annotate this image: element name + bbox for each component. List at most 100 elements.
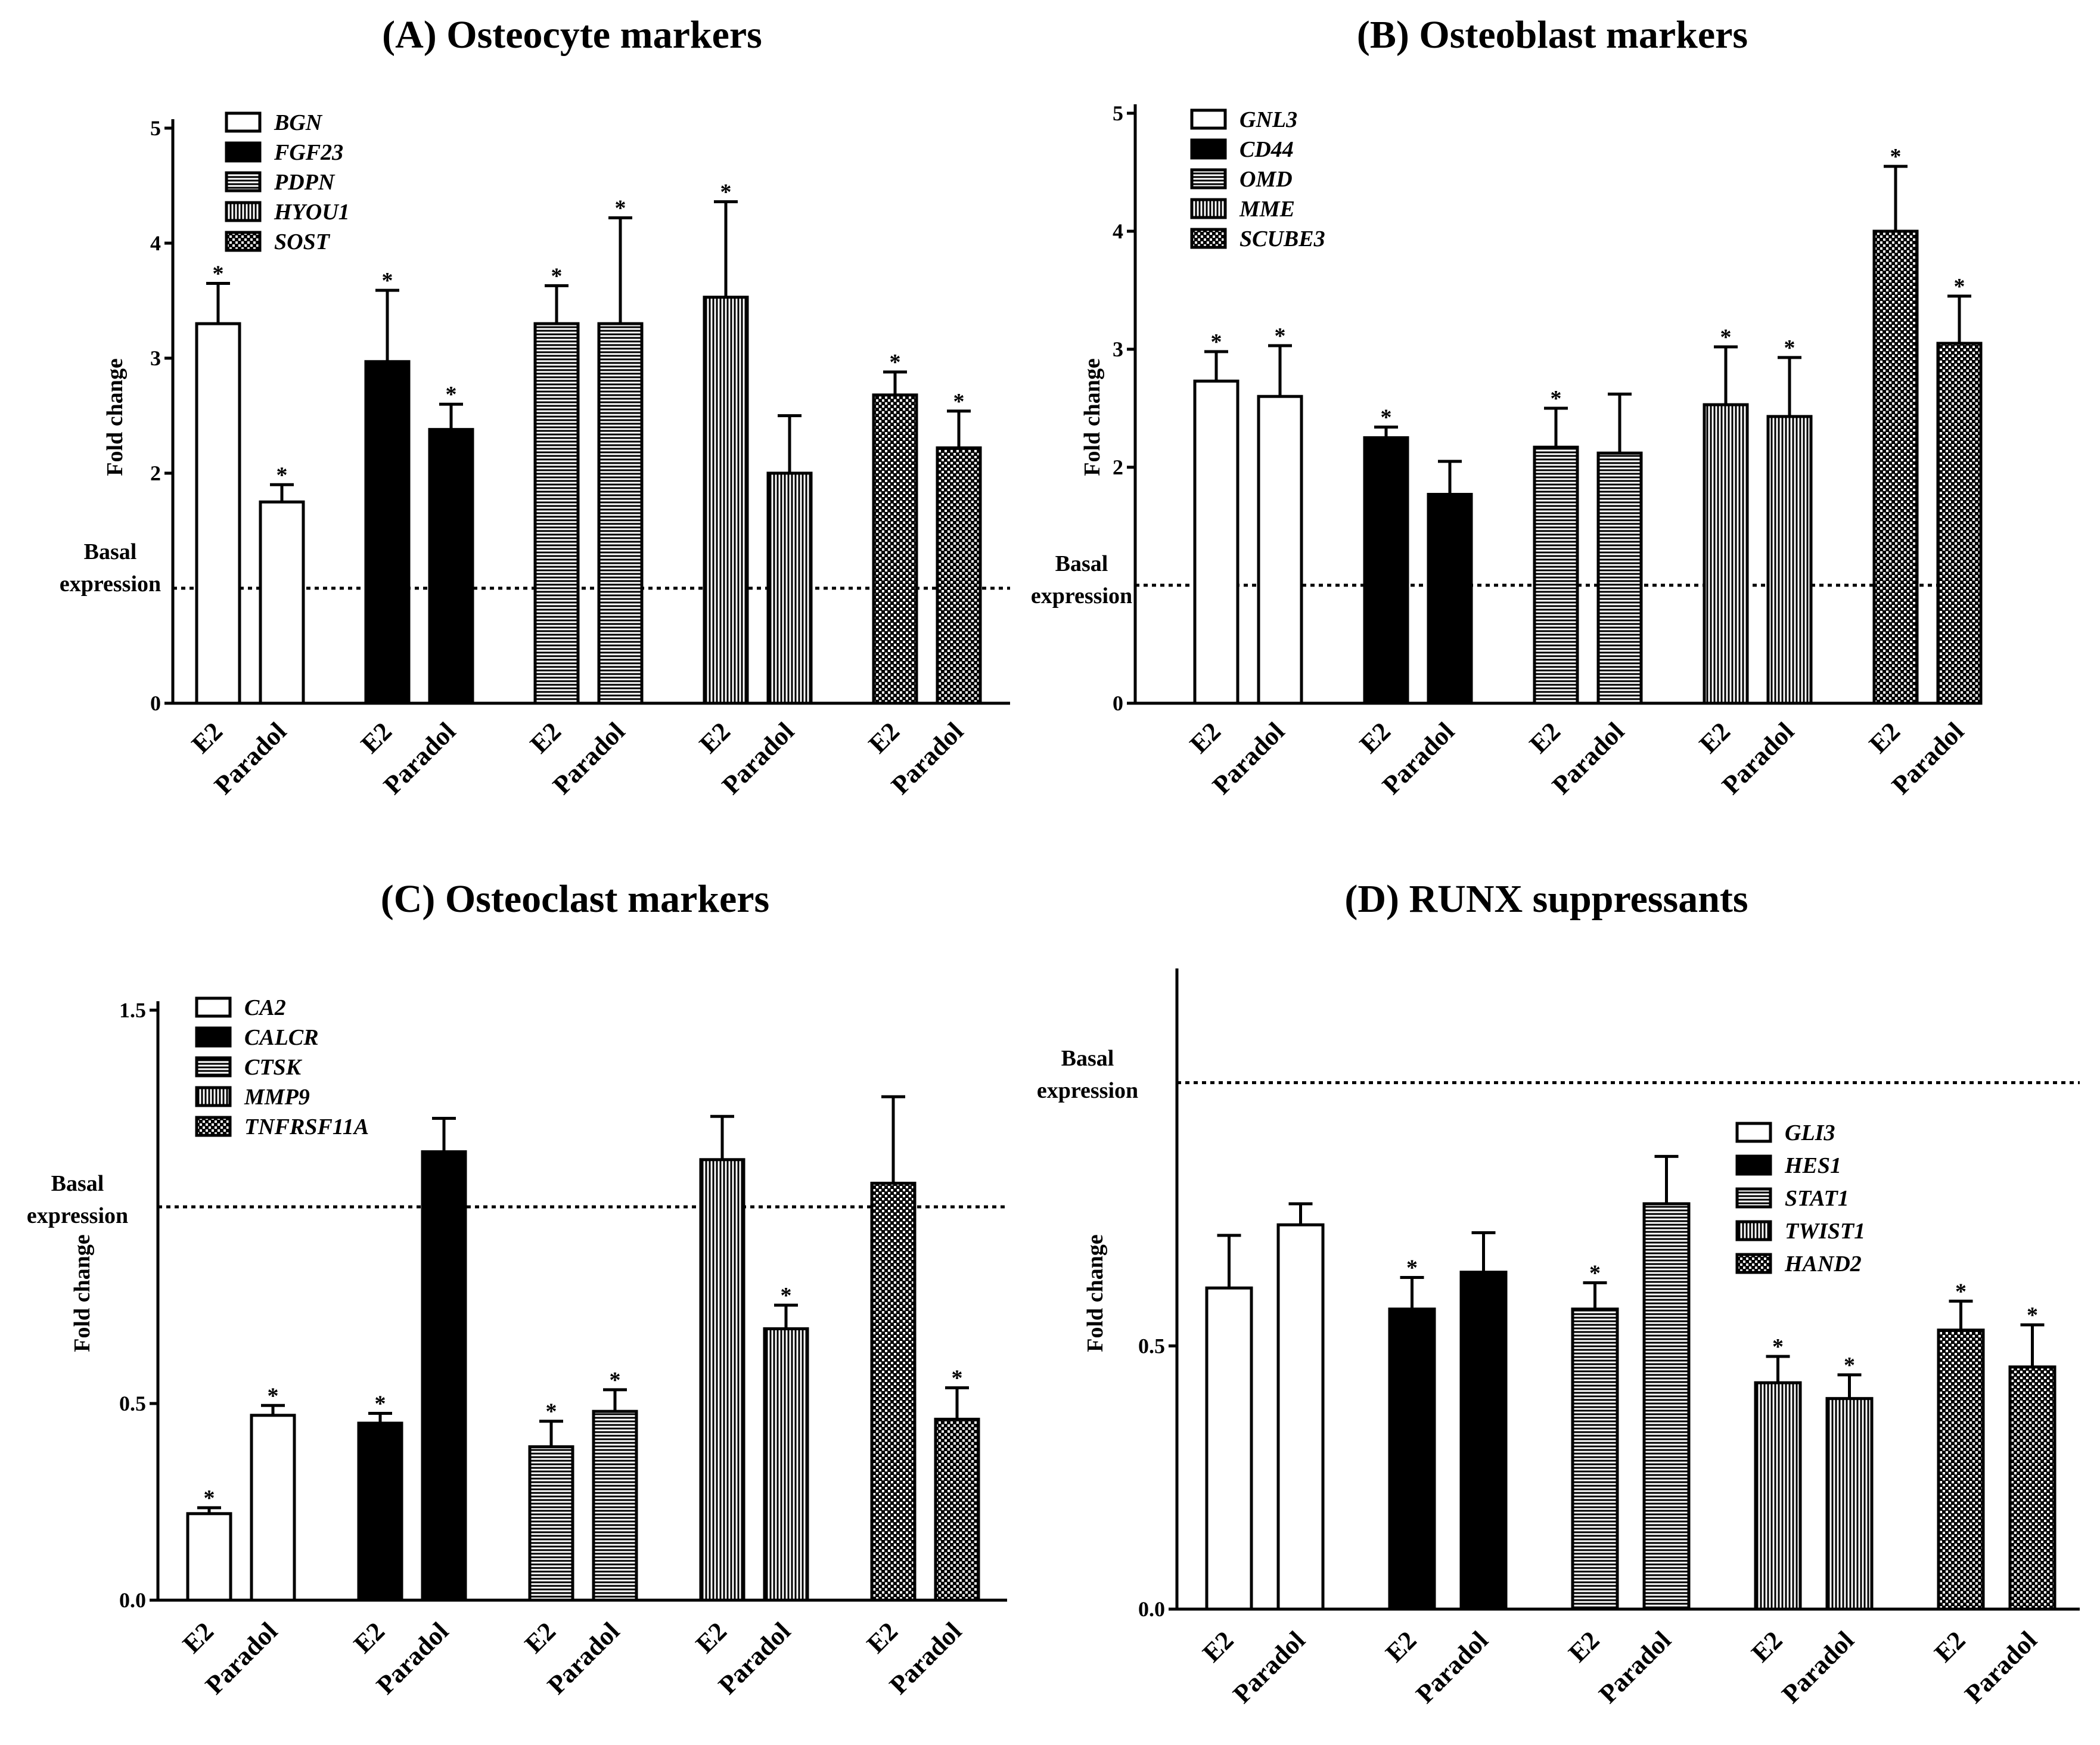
significance-star: * — [1275, 324, 1286, 349]
basal-label-line2: expression — [60, 572, 161, 597]
bar-cd44-paradol — [1427, 493, 1473, 705]
legend-swatch-hand2 — [1735, 1253, 1772, 1274]
legend-label-hes1: HES1 — [1784, 1153, 1841, 1178]
bar-mme-e2 — [1703, 403, 1749, 705]
y-tick-label: 2 — [150, 461, 161, 485]
legend-swatch-pdpn — [225, 171, 262, 192]
bar-calcr-paradol — [421, 1150, 467, 1602]
legend-label-ctsk: CTSK — [244, 1055, 303, 1080]
significance-star: * — [1551, 386, 1562, 411]
bar-hyou1-paradol — [766, 471, 813, 705]
x-tick-label: E2 — [186, 716, 228, 759]
significance-star: * — [213, 262, 224, 287]
basal-label-line1: Basal — [1055, 551, 1108, 576]
y-tick-label: 0.0 — [119, 1588, 146, 1612]
x-tick-label: Paradol — [200, 1616, 283, 1700]
bar-hyou1-e2 — [703, 296, 749, 705]
x-tick-label: E2 — [348, 1616, 390, 1659]
legend-swatch-stat1 — [1735, 1187, 1772, 1209]
y-tick-label: 1.5 — [119, 998, 146, 1022]
x-tick-label: Paradol — [1546, 716, 1630, 800]
y-tick-label: 0.5 — [1138, 1334, 1165, 1358]
bar-ctsk-e2 — [528, 1445, 574, 1602]
significance-star: * — [446, 382, 457, 407]
legend-label-hyou1: HYOU1 — [274, 200, 350, 225]
x-tick-label: Paradol — [716, 716, 800, 800]
bar-twist1-e2 — [1754, 1381, 1802, 1611]
bar-hand2-e2 — [1937, 1328, 1985, 1611]
legend-swatch-sost — [225, 231, 262, 252]
basal-label-line1: Basal — [1061, 1046, 1114, 1071]
x-tick-label: Paradol — [547, 716, 630, 800]
legend-label-twist1: TWIST1 — [1785, 1219, 1865, 1244]
x-tick-label: E2 — [1746, 1625, 1788, 1668]
y-tick-label: 0.5 — [119, 1392, 146, 1415]
significance-star: * — [1954, 274, 1965, 299]
legend-swatch-gnl3 — [1190, 108, 1227, 130]
bar-ca2-paradol — [250, 1414, 296, 1602]
y-tick-label: 3 — [1113, 337, 1123, 361]
significance-star: * — [268, 1383, 279, 1408]
y-axis-label: Fold change — [1080, 358, 1105, 476]
panel-c: (C) Osteoclast markers 0.0 0.5 1.5 Fold chan… — [27, 877, 1007, 1700]
legend-label-gli3: GLI3 — [1785, 1120, 1835, 1145]
significance-star: * — [546, 1399, 557, 1424]
legend-swatch-bgn — [225, 111, 262, 133]
bar-twist1-paradol — [1825, 1397, 1874, 1611]
bar-gnl3-e2 — [1193, 379, 1240, 705]
x-tick-label: Paradol — [1593, 1625, 1676, 1709]
bar-ctsk-paradol — [592, 1409, 638, 1602]
bar-sost-e2 — [872, 393, 918, 705]
bar-mmp9-paradol — [763, 1327, 809, 1602]
panel-title: (A) Osteocyte markers — [382, 13, 762, 57]
legend-label-cd44: CD44 — [1240, 137, 1294, 162]
x-tick-label: E2 — [524, 716, 567, 759]
legend-label-sost: SOST — [274, 229, 331, 254]
significance-star: * — [382, 268, 393, 293]
significance-star: * — [615, 196, 626, 221]
panel-title: (B) Osteoblast markers — [1357, 13, 1748, 57]
x-tick-label: E2 — [1354, 716, 1396, 759]
x-tick-label: Paradol — [378, 716, 461, 800]
legend-swatch-cd44 — [1190, 138, 1227, 160]
legend-label-ca2: CA2 — [244, 995, 286, 1020]
bar-scube3-paradol — [1936, 341, 1983, 705]
significance-star: * — [1844, 1353, 1855, 1378]
x-tick-label: E2 — [519, 1616, 561, 1659]
significance-star: * — [551, 263, 563, 288]
bar-pdpn-e2 — [533, 322, 580, 705]
x-tick-label: E2 — [694, 716, 736, 759]
legend-swatch-ctsk — [195, 1056, 232, 1078]
x-tick-label: Paradol — [1776, 1625, 1859, 1709]
x-tick-label: E2 — [177, 1616, 219, 1659]
x-tick-label: E2 — [1929, 1625, 1971, 1668]
bar-sost-paradol — [936, 446, 982, 705]
bar-mme-paradol — [1766, 415, 1813, 705]
y-tick-label: 0 — [1113, 691, 1123, 715]
basal-label-line2: expression — [27, 1203, 128, 1228]
x-tick-label: Paradol — [542, 1616, 625, 1700]
legend-swatch-twist1 — [1735, 1220, 1772, 1241]
x-tick-label: Paradol — [371, 1616, 454, 1700]
significance-star: * — [952, 1366, 963, 1391]
x-tick-label: E2 — [861, 1616, 903, 1659]
basal-label-line1: Basal — [51, 1171, 104, 1196]
x-tick-label: E2 — [1563, 1625, 1605, 1668]
legend-swatch-scube3 — [1190, 228, 1227, 249]
x-tick-label: Paradol — [1886, 716, 1969, 800]
significance-star: * — [953, 389, 965, 414]
x-tick-label: E2 — [1380, 1625, 1422, 1668]
significance-star: * — [1589, 1260, 1601, 1286]
legend-label-mme: MME — [1239, 197, 1295, 222]
y-axis-label: Fold change — [70, 1234, 95, 1352]
y-tick-label: 2 — [1113, 455, 1123, 479]
legend-swatch-hes1 — [1735, 1154, 1772, 1176]
y-tick-label: 5 — [1113, 101, 1123, 125]
x-tick-label: Paradol — [713, 1616, 796, 1700]
legend-swatch-omd — [1190, 168, 1227, 190]
x-tick-label: E2 — [1197, 1625, 1240, 1668]
x-tick-label: Paradol — [1207, 716, 1290, 800]
significance-star: * — [2027, 1303, 2038, 1328]
legend-label-mmp9: MMP9 — [244, 1085, 310, 1110]
